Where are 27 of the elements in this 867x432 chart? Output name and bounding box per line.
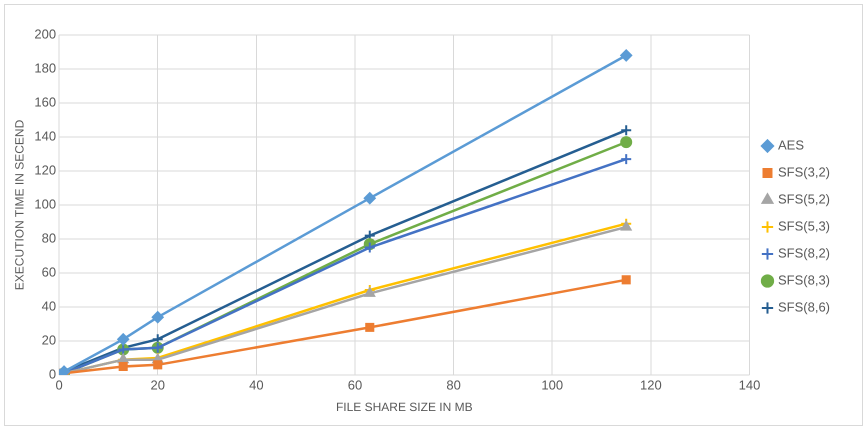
y-tick-label: 140 xyxy=(34,128,56,144)
legend-label: AES xyxy=(778,138,804,153)
legend-label: SFS(8,6) xyxy=(778,300,830,315)
y-tick-label: 100 xyxy=(34,196,56,212)
y-axis-title: EXECUTION TIME IN SECEND xyxy=(12,119,27,290)
x-tick-label: 140 xyxy=(738,377,760,392)
x-tick-label: 60 xyxy=(348,377,362,392)
y-tick-label: 80 xyxy=(42,230,56,246)
x-tick-label: 20 xyxy=(150,377,165,392)
y-tick-label: 160 xyxy=(34,94,56,110)
legend-label: SFS(5,3) xyxy=(778,218,830,234)
x-axis-title: FILE SHARE SIZE IN MB xyxy=(336,400,473,414)
legend-label: SFS(8,2) xyxy=(778,246,830,261)
x-tick-label: 40 xyxy=(249,377,264,392)
y-tick-label: 40 xyxy=(42,298,56,314)
x-tick-label: 120 xyxy=(640,377,662,392)
x-tick-label: 80 xyxy=(446,377,461,392)
legend-label: SFS(5,2) xyxy=(778,192,830,207)
y-tick-label: 180 xyxy=(34,60,56,76)
legend-label: SFS(8,3) xyxy=(778,272,830,288)
y-tick-label: 120 xyxy=(34,162,56,178)
y-tick-label: 60 xyxy=(42,264,56,280)
y-tick-label: 200 xyxy=(34,26,56,42)
y-tick-label: 20 xyxy=(42,332,56,348)
y-tick-label: 0 xyxy=(48,366,56,382)
x-tick-label: 100 xyxy=(541,377,564,392)
legend-label: SFS(3,2) xyxy=(778,164,830,180)
